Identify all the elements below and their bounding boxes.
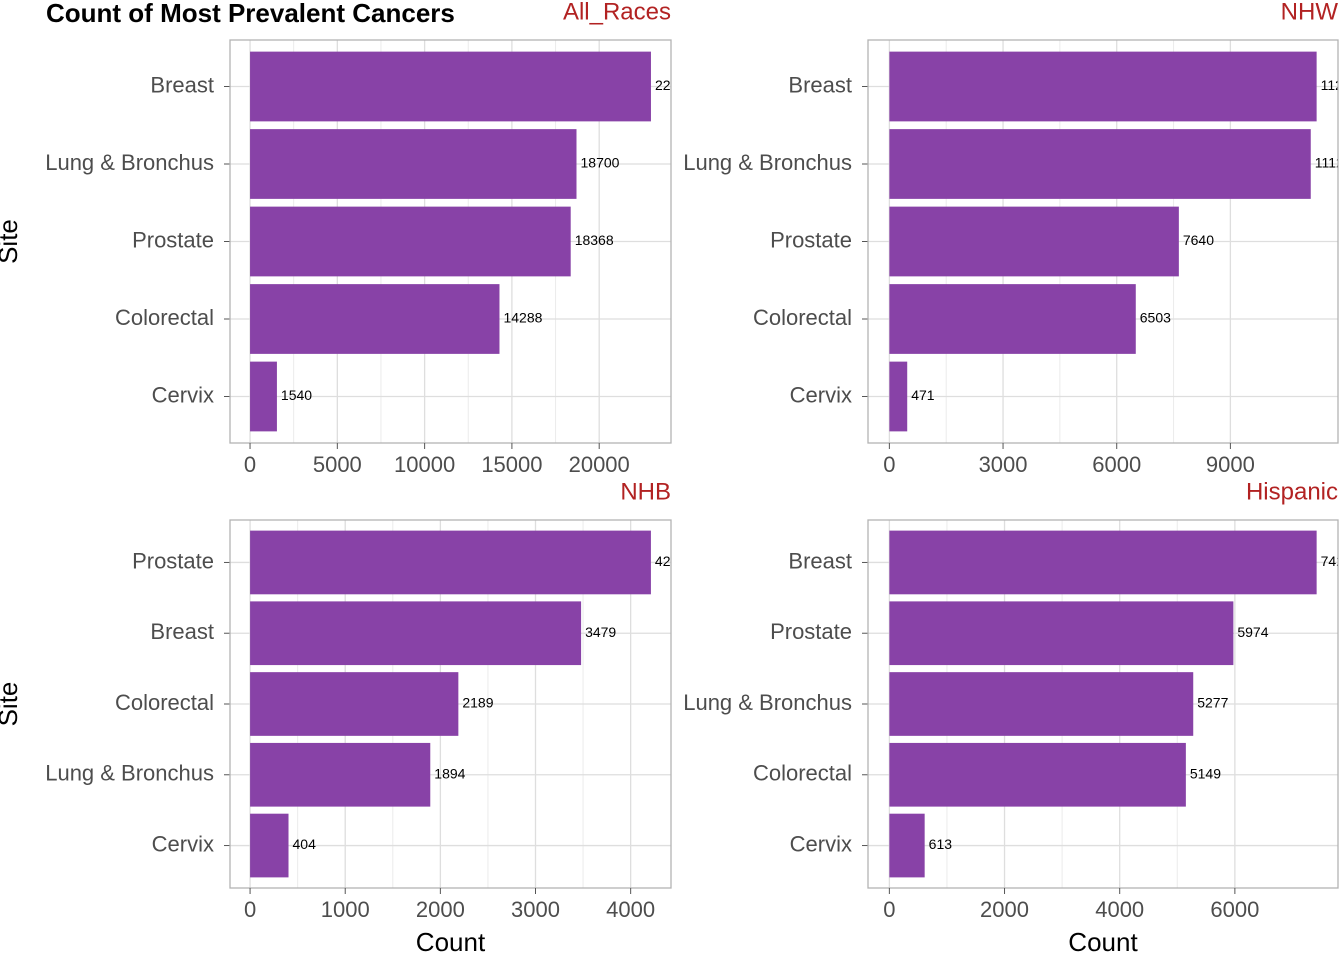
- value-label: 404: [293, 836, 317, 852]
- value-label: 1894: [434, 765, 465, 781]
- x-tick-label: 4000: [606, 897, 655, 922]
- panel: 4213 3479 2189 1894 404: [230, 520, 686, 888]
- y-tick-label: Breast: [788, 548, 852, 573]
- y-tick-label: Cervix: [790, 382, 852, 407]
- y-tick-label: Breast: [150, 72, 214, 97]
- bar: [889, 284, 1136, 354]
- panel: 7420 5974 5277 5149 613: [868, 520, 1344, 888]
- y-tick-label: Lung & Bronchus: [683, 690, 852, 715]
- panel-border: [229, 39, 672, 444]
- value-label: 18700: [581, 155, 620, 171]
- x-tick-label: 9000: [1206, 452, 1255, 477]
- panel-subtitle: All_Races: [563, 0, 671, 25]
- bar: [250, 51, 651, 122]
- y-axis-title: Site: [0, 682, 23, 727]
- y-tick-label: Colorectal: [115, 305, 214, 330]
- value-label: 7420: [1321, 553, 1344, 569]
- x-tick-label: 1000: [321, 897, 370, 922]
- value-label: 3479: [585, 624, 616, 640]
- x-tick-label: 4000: [1095, 897, 1144, 922]
- x-tick-label: 0: [244, 452, 256, 477]
- value-label: 1540: [281, 387, 312, 403]
- y-tick-label: Prostate: [770, 227, 852, 252]
- bar: [889, 813, 925, 878]
- value-label: 471: [911, 387, 935, 403]
- value-label: 2189: [462, 695, 493, 711]
- value-label: 4213: [655, 553, 686, 569]
- panel-subtitle: NHB: [620, 478, 671, 505]
- y-tick-label: Prostate: [770, 619, 852, 644]
- value-label: 11121: [1315, 155, 1344, 171]
- x-tick-label: 0: [883, 897, 895, 922]
- bar: [250, 129, 577, 199]
- value-label: 7640: [1183, 232, 1214, 248]
- bar: [250, 672, 459, 736]
- y-tick-label: Prostate: [132, 227, 214, 252]
- bar: [889, 206, 1179, 277]
- y-tick-label: Colorectal: [753, 305, 852, 330]
- panel-border: [867, 39, 1339, 444]
- x-tick-label: 10000: [394, 452, 455, 477]
- x-tick-label: 3000: [979, 452, 1028, 477]
- value-label: 5974: [1237, 624, 1268, 640]
- y-tick-label: Colorectal: [753, 761, 852, 786]
- y-tick-label: Lung & Bronchus: [683, 150, 852, 175]
- x-tick-label: 0: [883, 452, 895, 477]
- bar: [889, 672, 1194, 736]
- y-tick-label: Breast: [788, 72, 852, 97]
- y-tick-label: Cervix: [152, 382, 214, 407]
- value-label: 18368: [575, 232, 614, 248]
- x-axis-title: Count: [416, 927, 486, 957]
- bar: [250, 742, 431, 807]
- value-label: 613: [929, 836, 953, 852]
- bar: [250, 530, 651, 595]
- panel-subtitle: Hispanic: [1246, 478, 1338, 505]
- panel: 22965 18700 18368 14288 1540: [230, 40, 694, 443]
- value-label: 6503: [1140, 310, 1171, 326]
- x-tick-label: 6000: [1092, 452, 1141, 477]
- bar: [889, 601, 1234, 666]
- bar: [889, 742, 1186, 807]
- bar: [250, 284, 500, 354]
- chart-title: Count of Most Prevalent Cancers: [46, 0, 455, 28]
- bar: [250, 601, 582, 666]
- x-axis-title: Count: [1068, 927, 1138, 957]
- bar: [250, 813, 289, 878]
- value-label: 5149: [1190, 765, 1221, 781]
- bar: [889, 530, 1317, 595]
- x-tick-label: 6000: [1210, 897, 1259, 922]
- x-tick-label: 3000: [511, 897, 560, 922]
- y-tick-label: Colorectal: [115, 690, 214, 715]
- x-tick-label: 15000: [481, 452, 542, 477]
- value-label: 5277: [1197, 695, 1228, 711]
- x-tick-label: 0: [244, 897, 256, 922]
- bar: [250, 206, 571, 277]
- bar: [889, 361, 908, 432]
- panel-subtitle: NHW: [1281, 0, 1339, 25]
- y-tick-label: Cervix: [790, 831, 852, 856]
- x-tick-label: 20000: [569, 452, 630, 477]
- x-tick-label: 5000: [313, 452, 362, 477]
- value-label: 22965: [655, 77, 694, 93]
- panel-border: [229, 519, 672, 889]
- bar: [250, 361, 277, 432]
- bar: [889, 129, 1311, 199]
- y-tick-label: Lung & Bronchus: [45, 150, 214, 175]
- y-axis-title: Site: [0, 219, 23, 264]
- bar: [889, 51, 1317, 122]
- x-tick-label: 2000: [416, 897, 465, 922]
- y-tick-label: Lung & Bronchus: [45, 761, 214, 786]
- y-tick-label: Prostate: [132, 548, 214, 573]
- x-tick-label: 2000: [980, 897, 1029, 922]
- y-tick-label: Breast: [150, 619, 214, 644]
- panel-border: [867, 519, 1339, 889]
- y-tick-label: Cervix: [152, 831, 214, 856]
- value-label: 14288: [503, 310, 542, 326]
